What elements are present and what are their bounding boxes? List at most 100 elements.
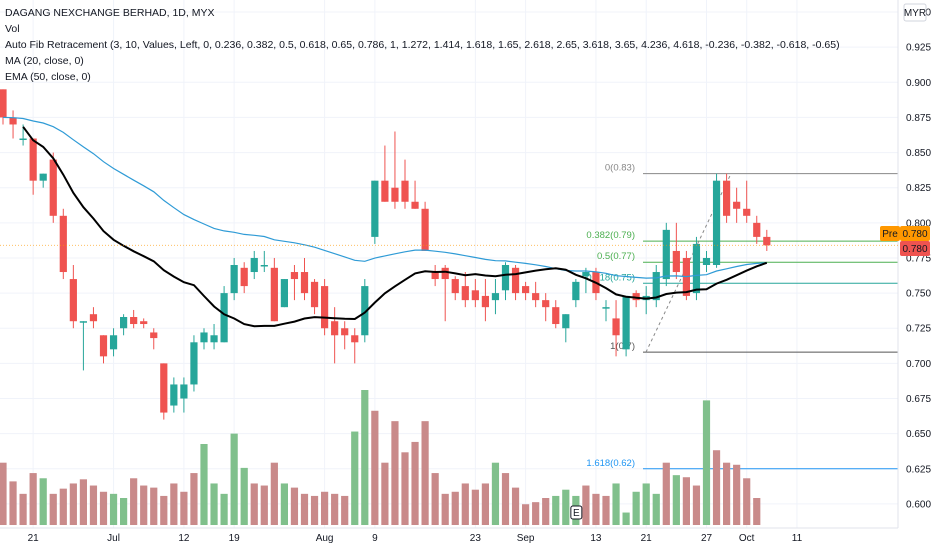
candle-body (341, 328, 349, 336)
y-tick-label: 0.925 (906, 43, 931, 54)
volume-bar (351, 431, 359, 525)
y-tick-label: 0.800 (906, 218, 931, 229)
volume-bar (491, 462, 500, 525)
volume-bar (552, 495, 560, 525)
volume-bar (180, 491, 188, 525)
volume-bar (130, 478, 138, 525)
volume-bar (733, 464, 741, 525)
ma-20-line (22, 126, 768, 328)
y-tick-label: 0.650 (906, 429, 931, 440)
volume-bar (451, 491, 459, 525)
candle-body (753, 222, 761, 237)
candle-body (763, 236, 771, 246)
candle-body (321, 286, 329, 329)
candle-body (501, 265, 510, 291)
x-tick-label: 23 (470, 533, 482, 544)
candle-body (612, 318, 620, 336)
volume-bar (331, 493, 339, 525)
x-tick-label: 9 (372, 533, 378, 544)
volume-bar (461, 483, 469, 525)
vol-legend[interactable]: Vol (5, 23, 20, 35)
volume-bar (290, 487, 299, 525)
candle-body (542, 300, 550, 308)
chart-title: DAGANG NEXCHANGE BERHAD, 1D, MYX (5, 7, 215, 19)
candle-body (662, 229, 670, 280)
candle-body (652, 272, 660, 301)
candle-body (300, 272, 309, 294)
volume-bar (210, 483, 218, 525)
volume-bar (109, 493, 118, 525)
candle-body (210, 335, 218, 343)
volume-bar (511, 487, 520, 525)
candle-body (140, 321, 148, 325)
candle-body (532, 293, 540, 301)
y-tick-label: 0.900 (906, 78, 931, 89)
volume-bar (522, 504, 530, 525)
fib-legend[interactable]: Auto Fib Retracement (3, 10, Values, Lef… (5, 39, 840, 51)
candle-body (522, 286, 530, 294)
candle-body (260, 265, 268, 267)
price-grid (0, 0, 898, 528)
x-tick-label: Oct (739, 533, 755, 544)
volume-bar (481, 483, 489, 525)
ema-legend[interactable]: EMA (50, close, 0) (5, 71, 91, 83)
price-badges: Pre 0.780 0.780 (0, 226, 930, 256)
volume-bar (612, 483, 620, 525)
x-tick-label: Jul (107, 533, 120, 544)
candle-body (250, 257, 258, 273)
candle-body (702, 257, 711, 265)
volume-bar (562, 489, 570, 525)
candle-body (743, 208, 751, 216)
candle-body (461, 286, 469, 301)
candle-body (351, 335, 359, 343)
volume-bar (411, 441, 419, 525)
candle-body (733, 201, 741, 209)
volume-bar (431, 473, 439, 525)
fib-level-label: 0.382(0.79) (586, 230, 635, 241)
volume-bar (532, 502, 540, 525)
y-tick-label: 0.750 (906, 289, 931, 300)
volume-bar (672, 475, 680, 525)
x-tick-label: 21 (28, 533, 40, 544)
volume-bar (170, 483, 178, 525)
candle-body (270, 267, 278, 322)
volume-bar (712, 450, 721, 525)
indicator-legend: DAGANG NEXCHANGE BERHAD, 1D, MYX Vol Aut… (5, 5, 840, 85)
candle-body (622, 295, 630, 350)
volume-bar (39, 478, 47, 525)
fib-retracement: 0(0.83)0.382(0.79)0.5(0.77)0.618(0.75)1(… (586, 163, 898, 470)
ma-legend[interactable]: MA (20, close, 0) (5, 55, 84, 67)
candle-body (170, 384, 178, 406)
volume-bar (662, 462, 670, 525)
volume-bar (341, 495, 349, 525)
candle-body (371, 180, 379, 237)
y-tick-label: 0.875 (906, 113, 931, 124)
candle-body (180, 384, 188, 399)
volume-bar (99, 491, 108, 525)
volume-bar (501, 473, 510, 525)
volume-bar (300, 493, 309, 525)
earnings-marker-box[interactable] (570, 505, 583, 520)
y-tick-label: 0.600 (906, 499, 931, 510)
volume-bar (652, 493, 660, 525)
candle-body (391, 187, 399, 202)
volume-bar (471, 489, 479, 525)
volume-bar (190, 473, 198, 525)
fib-level-label: 0.618(0.75) (586, 272, 635, 283)
volume-bar (441, 493, 449, 525)
candle-body (632, 293, 640, 301)
volume-bar (632, 491, 640, 525)
earnings-marker[interactable]: E (573, 508, 580, 519)
volume-bar (120, 498, 128, 525)
volume-bar (9, 481, 17, 525)
candle-body (481, 295, 489, 308)
candle-body (220, 293, 228, 343)
volume-bar (220, 493, 228, 525)
candle-body (491, 293, 500, 301)
x-tick-label: 27 (701, 533, 713, 544)
volume-bar (310, 495, 319, 525)
volume-bar (140, 485, 148, 525)
candle-body (562, 314, 570, 329)
volume-bar (280, 483, 288, 525)
